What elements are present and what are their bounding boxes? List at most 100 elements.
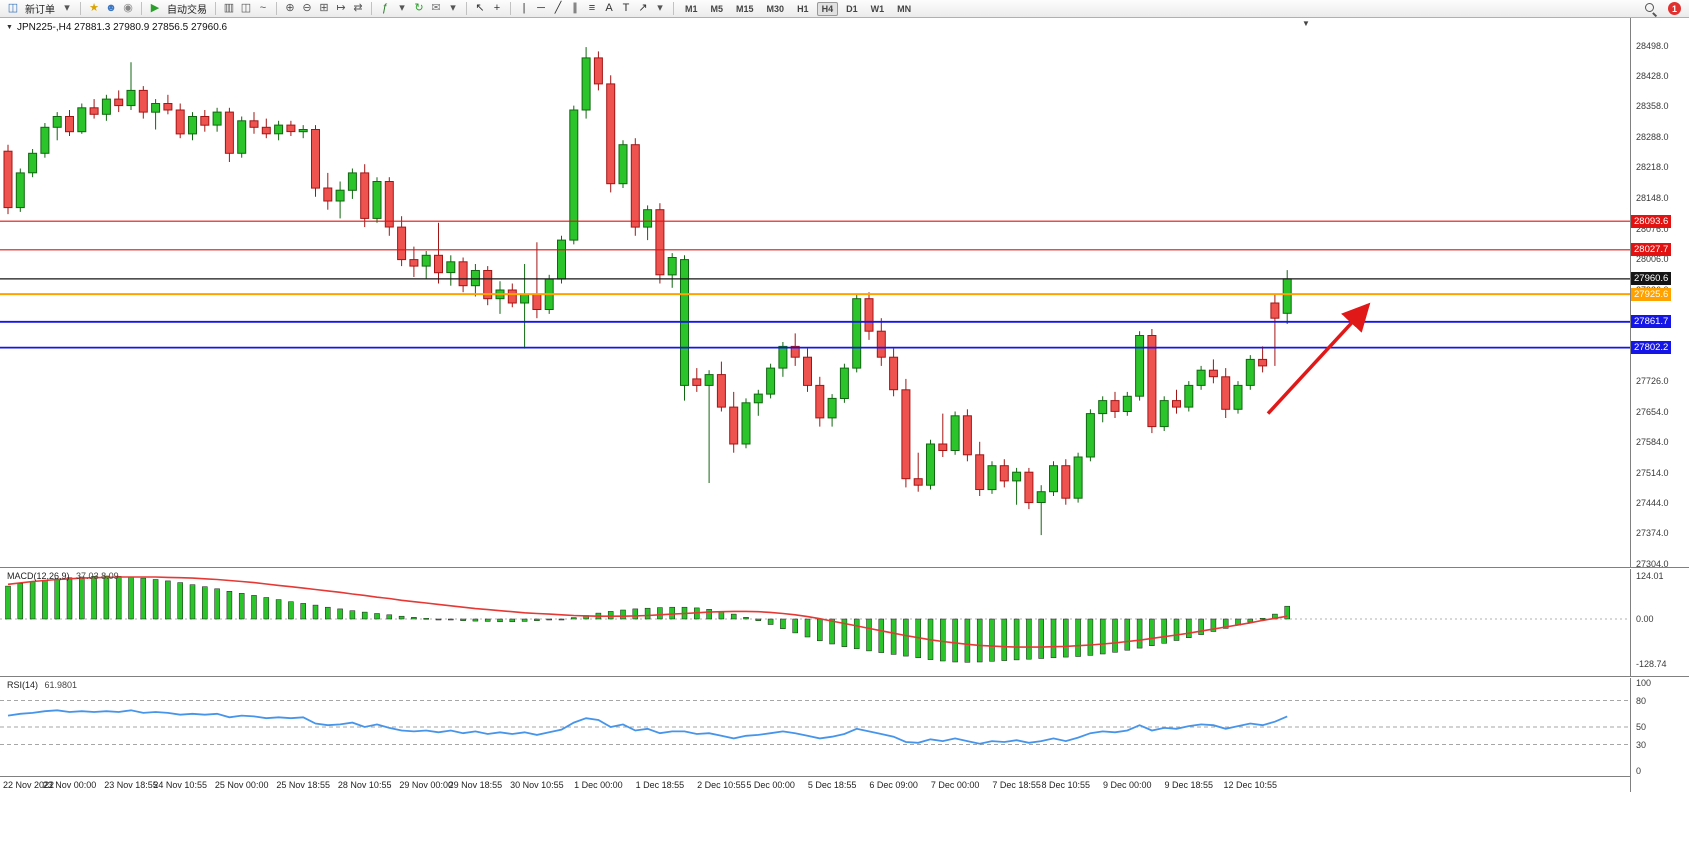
panel-splitter-macd[interactable] bbox=[0, 567, 1689, 569]
time-axis-label: 24 Nov 10:55 bbox=[153, 780, 207, 790]
macd-panel[interactable] bbox=[0, 569, 1630, 676]
vertical-line-icon[interactable]: | bbox=[522, 2, 526, 14]
time-axis-label: 5 Dec 18:55 bbox=[807, 780, 857, 790]
macd-signal-line bbox=[7, 576, 1288, 648]
time-axis-label: 25 Nov 00:00 bbox=[214, 780, 269, 790]
text-icon[interactable]: A bbox=[605, 2, 613, 14]
main-chart-panel[interactable] bbox=[0, 18, 1630, 567]
time-axis-label: 7 Dec 18:55 bbox=[992, 780, 1041, 790]
price-axis-label: 28218.0 bbox=[1636, 162, 1669, 173]
toolbar-separator bbox=[673, 2, 674, 15]
crosshair-icon[interactable]: + bbox=[493, 2, 501, 14]
toolbar-separator bbox=[371, 2, 372, 15]
time-axis-label: 23 Nov 18:55 bbox=[104, 780, 158, 790]
rsi-value: 61.9801 bbox=[44, 680, 78, 690]
time-axis-label: 1 Dec 00:00 bbox=[574, 780, 623, 790]
toolbar-separator bbox=[141, 2, 142, 15]
zoom-out-icon[interactable]: ⊖ bbox=[302, 2, 312, 14]
candlestick-chart-icon[interactable]: ◫ bbox=[240, 2, 252, 14]
price-axis-label: 27304.0 bbox=[1636, 558, 1669, 569]
timeframe-m5[interactable]: M5 bbox=[710, 3, 724, 14]
timeframe-mn[interactable]: MN bbox=[897, 3, 912, 14]
text-label-icon[interactable]: T bbox=[622, 2, 630, 14]
time-axis-label: 12 Dec 10:55 bbox=[1223, 780, 1278, 790]
trend-arrow-annotation bbox=[1266, 302, 1371, 415]
chart-shift-marker[interactable]: ▼ bbox=[1302, 19, 1310, 28]
tile-windows-icon[interactable]: ⊞ bbox=[319, 2, 329, 14]
price-axis-label: 27654.0 bbox=[1636, 406, 1669, 417]
price-axis-label: 27514.0 bbox=[1636, 467, 1669, 478]
time-scale[interactable]: 22 Nov 2022 23 Nov 00:00 23 Nov 18:55 24 No… bbox=[0, 776, 1630, 793]
timeframe-w1[interactable]: W1 bbox=[870, 3, 885, 14]
templates-icon[interactable]: ✉ bbox=[431, 2, 441, 14]
autotrading-label[interactable]: 自动交易 bbox=[167, 5, 207, 16]
timeframe-h4[interactable]: H4 bbox=[816, 1, 839, 16]
channel-icon[interactable]: ∥ bbox=[572, 2, 578, 14]
toolbar: ◫ 新订单 ▾ ★ ☻ ◉ ▶ 自动交易 ▥ ◫ ~ ⊕ ⊖ ⊞ ↦ ⇄ ƒ ▾ ↻ ✉ ▾ ↖ + | ─ ╱ ∥ ≡ A T ↗ ▾ M1 M… bbox=[0, 0, 1689, 18]
new-order-label[interactable]: 新订单 bbox=[25, 5, 55, 16]
level-price-tag: 28093.6 bbox=[1631, 214, 1672, 228]
time-axis-label: 22 Nov 2022 bbox=[3, 780, 55, 790]
new-order-caret-icon[interactable]: ▾ bbox=[64, 2, 70, 14]
price-axis-label: 28148.0 bbox=[1636, 192, 1669, 203]
auto-scroll-icon[interactable]: ↦ bbox=[336, 2, 346, 14]
macd-title: MACD(12,26,9) bbox=[7, 571, 70, 581]
zoom-in-icon[interactable]: ⊕ bbox=[285, 2, 295, 14]
community-icon[interactable]: ☻ bbox=[105, 2, 117, 14]
rsi-title: RSI(14) bbox=[7, 680, 39, 690]
timeframe-m15[interactable]: M15 bbox=[736, 3, 754, 14]
timeframe-m30[interactable]: M30 bbox=[766, 3, 785, 14]
trendline-icon[interactable]: ╱ bbox=[554, 2, 562, 14]
refresh-icon[interactable]: ↻ bbox=[414, 2, 424, 14]
autotrading-play-icon[interactable]: ▶ bbox=[150, 2, 160, 14]
arrows-caret-icon[interactable]: ▾ bbox=[657, 2, 663, 14]
macd-values: 37.03 8.09 bbox=[76, 571, 119, 581]
indicators-icon[interactable]: ƒ bbox=[381, 2, 389, 14]
time-axis-label: 2 Dec 10:55 bbox=[697, 780, 746, 790]
fibonacci-icon[interactable]: ≡ bbox=[588, 2, 596, 14]
search-icon[interactable] bbox=[1643, 1, 1658, 16]
line-chart-icon[interactable]: ~ bbox=[259, 2, 267, 14]
macd-scale-label: -128.74 bbox=[1636, 658, 1667, 669]
time-axis-label: 5 Dec 00:00 bbox=[746, 780, 795, 790]
price-axis-label: 28358.0 bbox=[1636, 101, 1669, 112]
level-price-tag: 27861.7 bbox=[1631, 315, 1672, 329]
rsi-label: RSI(14) 61.9801 bbox=[7, 680, 77, 690]
timeframe-d1[interactable]: D1 bbox=[846, 3, 858, 14]
cursor-icon[interactable]: ↖ bbox=[475, 2, 485, 14]
timeframe-m1[interactable]: M1 bbox=[685, 3, 698, 14]
rsi-panel[interactable] bbox=[0, 678, 1630, 776]
price-scale[interactable]: 28498.0 28428.0 28358.0 28288.0 28218.0 28148… bbox=[1630, 18, 1689, 792]
chart-shift-icon[interactable]: ⇄ bbox=[353, 2, 363, 14]
bar-chart-icon[interactable]: ▥ bbox=[223, 2, 235, 14]
panel-splitter-rsi[interactable] bbox=[0, 676, 1689, 678]
time-axis-label: 25 Nov 18:55 bbox=[276, 780, 330, 790]
time-axis-label: 30 Nov 10:55 bbox=[510, 780, 564, 790]
time-axis-label: 8 Dec 10:55 bbox=[1041, 780, 1091, 790]
time-axis-label: 9 Dec 18:55 bbox=[1164, 780, 1214, 790]
arrows-tool-icon[interactable]: ↗ bbox=[638, 2, 648, 14]
chart-window: ▼ JPN225-,H4 27881.3 27980.9 27856.5 279… bbox=[0, 18, 1689, 856]
symbol-info-text: JPN225-,H4 27881.3 27980.9 27856.5 27960… bbox=[16, 22, 228, 33]
price-axis-label: 27584.0 bbox=[1636, 437, 1669, 448]
rsi-line bbox=[7, 709, 1288, 745]
templates-caret-icon[interactable]: ▾ bbox=[450, 2, 456, 14]
alerts-icon[interactable]: ◉ bbox=[123, 2, 133, 14]
toolbar-buttons: ◫ 新订单 ▾ ★ ☻ ◉ ▶ 自动交易 ▥ ◫ ~ ⊕ ⊖ ⊞ ↦ ⇄ ƒ ▾ ↻ ✉ ▾ ↖ + | ─ ╱ ∥ ≡ A T ↗ ▾ M1 M… bbox=[5, 1, 917, 16]
favorites-icon[interactable]: ★ bbox=[89, 2, 99, 14]
price-axis-label: 28498.0 bbox=[1636, 40, 1669, 51]
level-lines-group bbox=[0, 220, 1630, 349]
one-click-trading-icon[interactable]: ▼ bbox=[6, 24, 13, 31]
indicators-caret-icon[interactable]: ▾ bbox=[399, 2, 405, 14]
time-axis-label: 29 Nov 00:00 bbox=[399, 780, 453, 790]
horizontal-line-icon[interactable]: ─ bbox=[537, 2, 545, 14]
new-order-icon[interactable]: ◫ bbox=[7, 2, 19, 14]
macd-scale-label: 0.00 bbox=[1636, 614, 1654, 624]
macd-scale-label: 124.01 bbox=[1636, 570, 1664, 581]
notifications-badge[interactable]: 1 bbox=[1668, 2, 1681, 15]
timeframe-h1[interactable]: H1 bbox=[797, 3, 809, 14]
symbol-info: ▼ JPN225-,H4 27881.3 27980.9 27856.5 279… bbox=[6, 22, 227, 33]
level-price-tag: 27925.6 bbox=[1631, 287, 1672, 301]
time-axis-label: 9 Dec 00:00 bbox=[1103, 780, 1152, 790]
level-price-tag: 27802.2 bbox=[1631, 341, 1672, 355]
